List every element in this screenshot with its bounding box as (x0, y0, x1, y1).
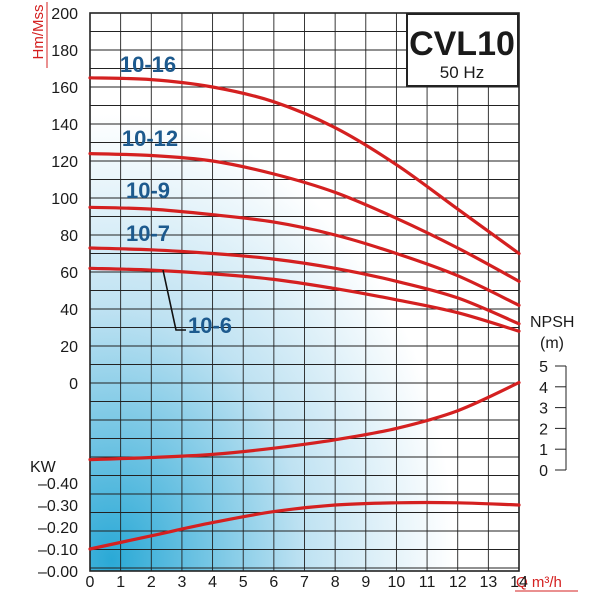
x-tick-label: 5 (239, 574, 248, 591)
npsh-curve (88, 381, 521, 462)
curve-label-10-12: 10-12 (122, 126, 178, 151)
head-tick-label: 180 (51, 43, 78, 60)
power-tick-label: –0.00 (38, 564, 78, 581)
npsh-tick-label: 0 (539, 463, 548, 480)
curve-label-leader-line (162, 269, 186, 331)
grid-lines (90, 13, 520, 571)
power-tick-label: –0.20 (38, 520, 78, 537)
x-tick-label: 2 (147, 574, 156, 591)
npsh-tick-label: 4 (539, 380, 548, 397)
x-tick-label: 14 (510, 574, 528, 591)
head-curve-10-12 (88, 152, 521, 283)
power-curve (88, 500, 521, 551)
curve-label-10-6: 10-6 (188, 313, 232, 338)
head-tick-label: 200 (51, 6, 78, 23)
x-tick-label: 6 (269, 574, 278, 591)
title-box: CVL10 50 Hz (406, 13, 519, 87)
head-tick-label: 140 (51, 117, 78, 134)
head-axis-label: Hm/Mss (30, 5, 47, 60)
npsh-tick-label: 2 (539, 421, 548, 438)
npsh-axis-unit: (m) (540, 335, 564, 352)
title-box-frame (406, 13, 519, 87)
head-tick-label: 20 (60, 339, 78, 356)
performance-curves (88, 76, 521, 551)
head-tick-label: 100 (51, 191, 78, 208)
chart-title: CVL10 (409, 25, 515, 63)
power-axis-label: KW (30, 459, 57, 476)
head-curve-10-9 (88, 205, 521, 307)
head-tick-label: 80 (60, 228, 78, 245)
npsh-tick-label: 3 (539, 401, 548, 418)
x-tick-label: 4 (208, 574, 217, 591)
tick-labels: 0 1 2 3 4 5 6 7 8 9 10 11 12 13 1402040608010012014016… (38, 6, 528, 591)
x-tick-label: 11 (419, 574, 436, 591)
x-tick-label: 0 (86, 574, 95, 591)
x-tick-label: 9 (361, 574, 370, 591)
head-tick-label: 40 (60, 302, 78, 319)
head-tick-label: 160 (51, 80, 78, 97)
head-curve-10-16 (88, 76, 521, 256)
x-tick-label: 3 (177, 574, 186, 591)
npsh-tick-label: 5 (539, 359, 548, 376)
npsh-tick-label: 1 (539, 442, 548, 459)
head-tick-label: 0 (69, 376, 78, 393)
power-tick-label: –0.30 (38, 498, 78, 515)
chart-subtitle: 50 Hz (440, 63, 484, 82)
head-curve-10-6 (88, 266, 521, 333)
head-tick-label: 60 (60, 265, 78, 282)
x-tick-label: 7 (300, 574, 309, 591)
curve-label-10-9: 10-9 (126, 178, 170, 203)
plot-frame (89, 12, 520, 572)
npsh-scale: 0 1 2 3 4 5 (539, 359, 567, 480)
curve-label-10-16: 10-16 (120, 52, 176, 77)
head-curve-10-7 (88, 246, 521, 326)
x-tick-label: 8 (331, 574, 340, 591)
power-tick-label: –0.40 (38, 476, 78, 493)
x-tick-label: 12 (449, 574, 467, 591)
x-tick-label: 1 (116, 574, 125, 591)
curve-labels: 10-16 10-12 10-9 10-7 10-6 (120, 52, 232, 338)
curve-label-10-7: 10-7 (126, 221, 170, 246)
x-axis-label: Q m³/h (516, 574, 562, 591)
head-tick-label: 120 (51, 154, 78, 171)
npsh-axis-label: NPSH (530, 314, 574, 331)
power-tick-label: –0.10 (38, 542, 78, 559)
x-tick-label: 10 (388, 574, 406, 591)
x-tick-label: 13 (479, 574, 497, 591)
